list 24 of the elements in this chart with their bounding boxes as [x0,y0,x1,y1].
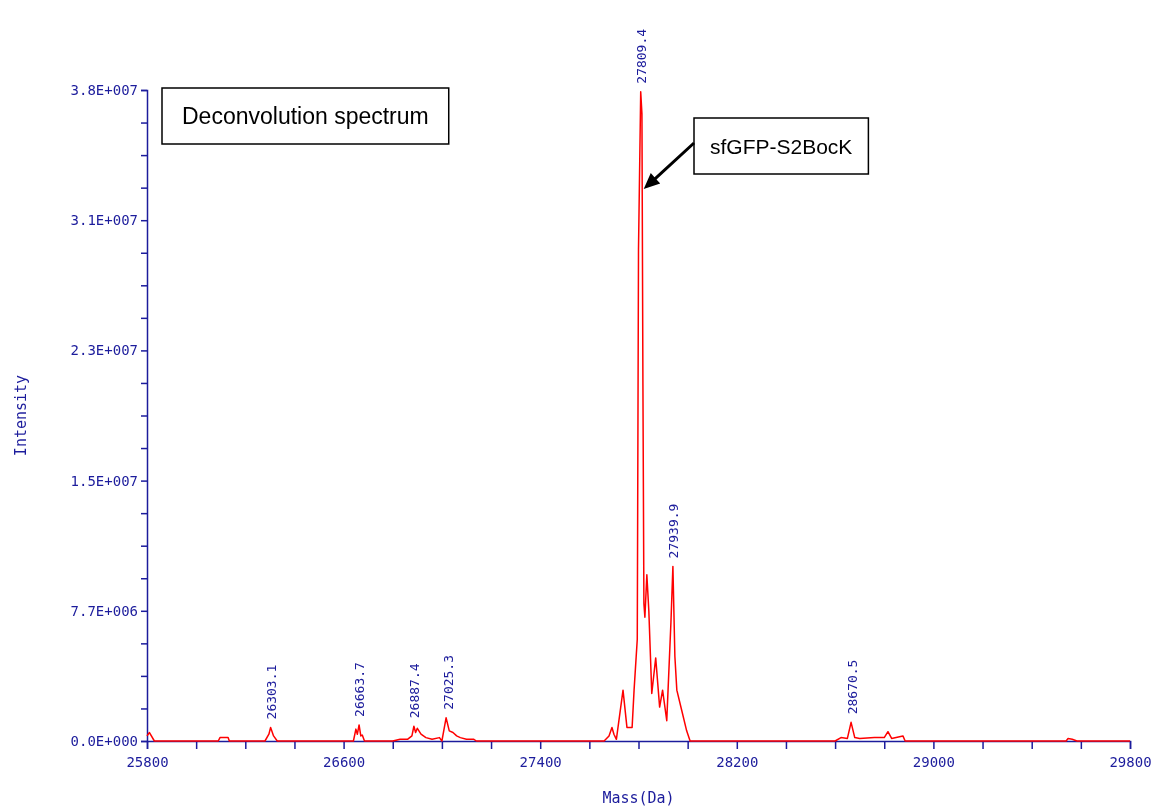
x-axis-title: Mass(Da) [602,789,675,807]
y-tick-label: 7.7E+006 [70,602,138,619]
line-series [146,90,1131,742]
annotation: 26663.7 [352,662,368,717]
y-tick-label: 0.0E+000 [70,732,138,749]
x-tick-label: 25800 [126,754,169,771]
y-tick-label: 3.8E+007 [70,81,138,98]
y-tick-label: 1.5E+007 [70,472,138,489]
annotation: 28670.5 [845,659,861,715]
annotation: 26887.4 [407,663,423,719]
annotation: sfGFP-S2BocK [710,135,853,158]
x-tick-label: 28200 [716,754,759,771]
annotation: 27939.9 [665,503,681,559]
y-axis-title: Intensity [12,374,30,457]
x-tick-label: 27400 [519,754,562,771]
x-tick-label: 29800 [1109,754,1152,771]
x-tick-label: 26600 [323,754,366,771]
x-tick-label: 29000 [912,754,955,771]
y-tick-label: 2.3E+007 [70,342,138,359]
text: Deconvolution spectrum [182,103,429,129]
y-tick-label: 3.1E+007 [70,212,138,229]
annotation: 26303.1 [263,664,279,720]
annotation: 27025.3 [441,654,457,710]
annotation: 27809.4 [633,28,649,84]
